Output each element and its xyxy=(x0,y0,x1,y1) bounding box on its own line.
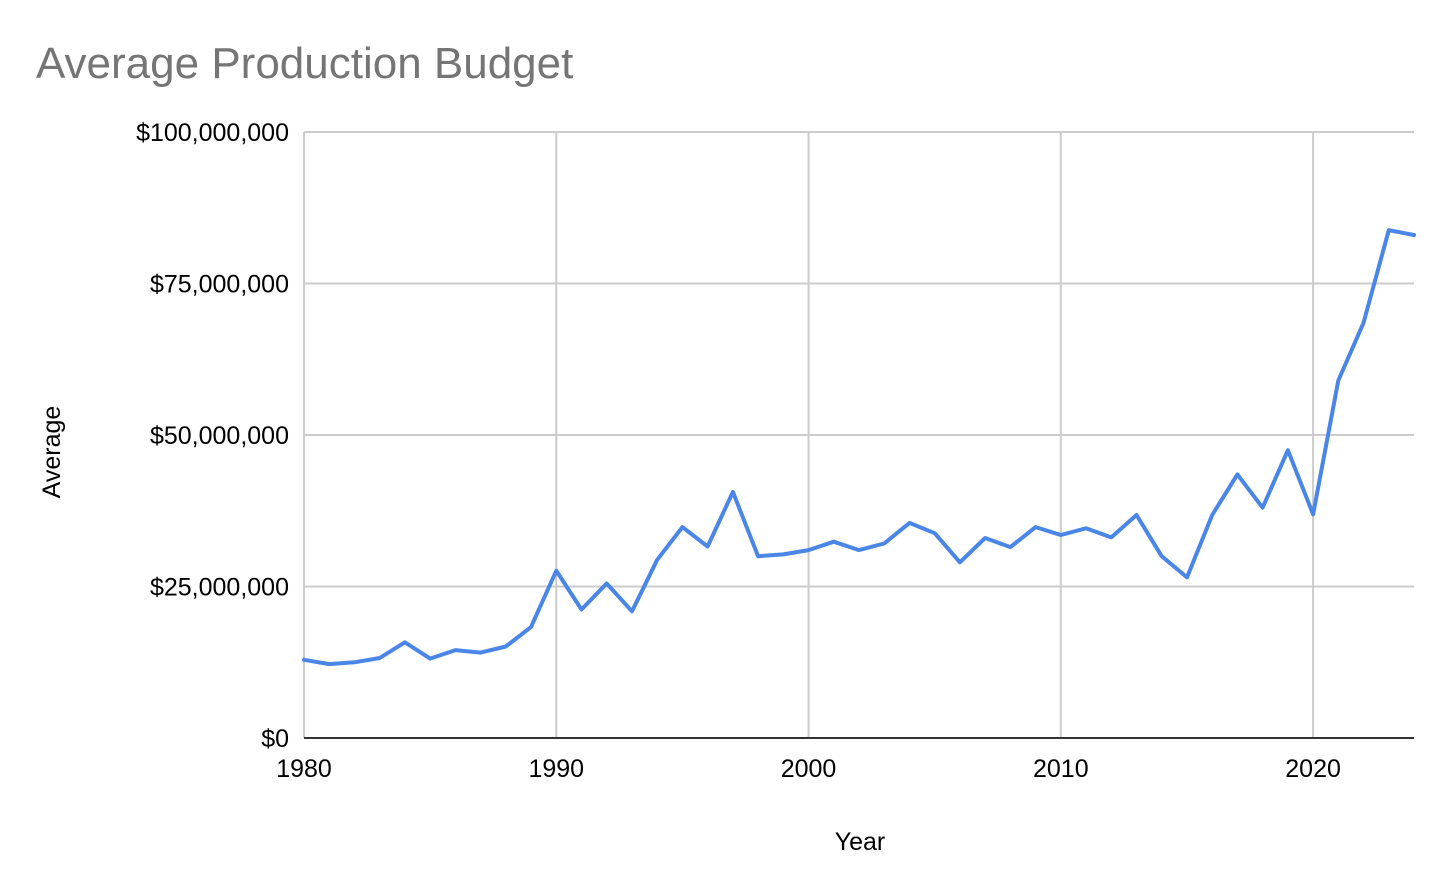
y-gridlines xyxy=(304,131,1414,588)
x-tick-label: 2000 xyxy=(781,755,837,783)
y-tick-label: $25,000,000 xyxy=(150,574,289,602)
y-axis-title: Average xyxy=(38,406,66,499)
y-tick-labels: $0 $25,000,000 $50,000,000 $75,000,000 $100,… xyxy=(136,119,289,753)
x-tick-labels: 1980 1990 2000 2010 2020 xyxy=(276,755,1341,783)
x-tick-label: 1990 xyxy=(528,755,584,783)
x-gridlines xyxy=(303,132,1315,738)
y-tick-label: $75,000,000 xyxy=(150,271,289,299)
x-axis-title: Year xyxy=(835,828,886,856)
x-tick-label: 2010 xyxy=(1033,755,1089,783)
y-tick-label: $0 xyxy=(261,725,289,753)
y-tick-label: $100,000,000 xyxy=(136,119,289,147)
y-tick-label: $50,000,000 xyxy=(150,422,289,450)
series-group xyxy=(302,228,1416,667)
x-tick-label: 1980 xyxy=(276,755,332,783)
chart-title: Average Production Budget xyxy=(36,39,573,88)
x-tick-label: 2020 xyxy=(1285,755,1341,783)
series-line xyxy=(302,228,1416,667)
